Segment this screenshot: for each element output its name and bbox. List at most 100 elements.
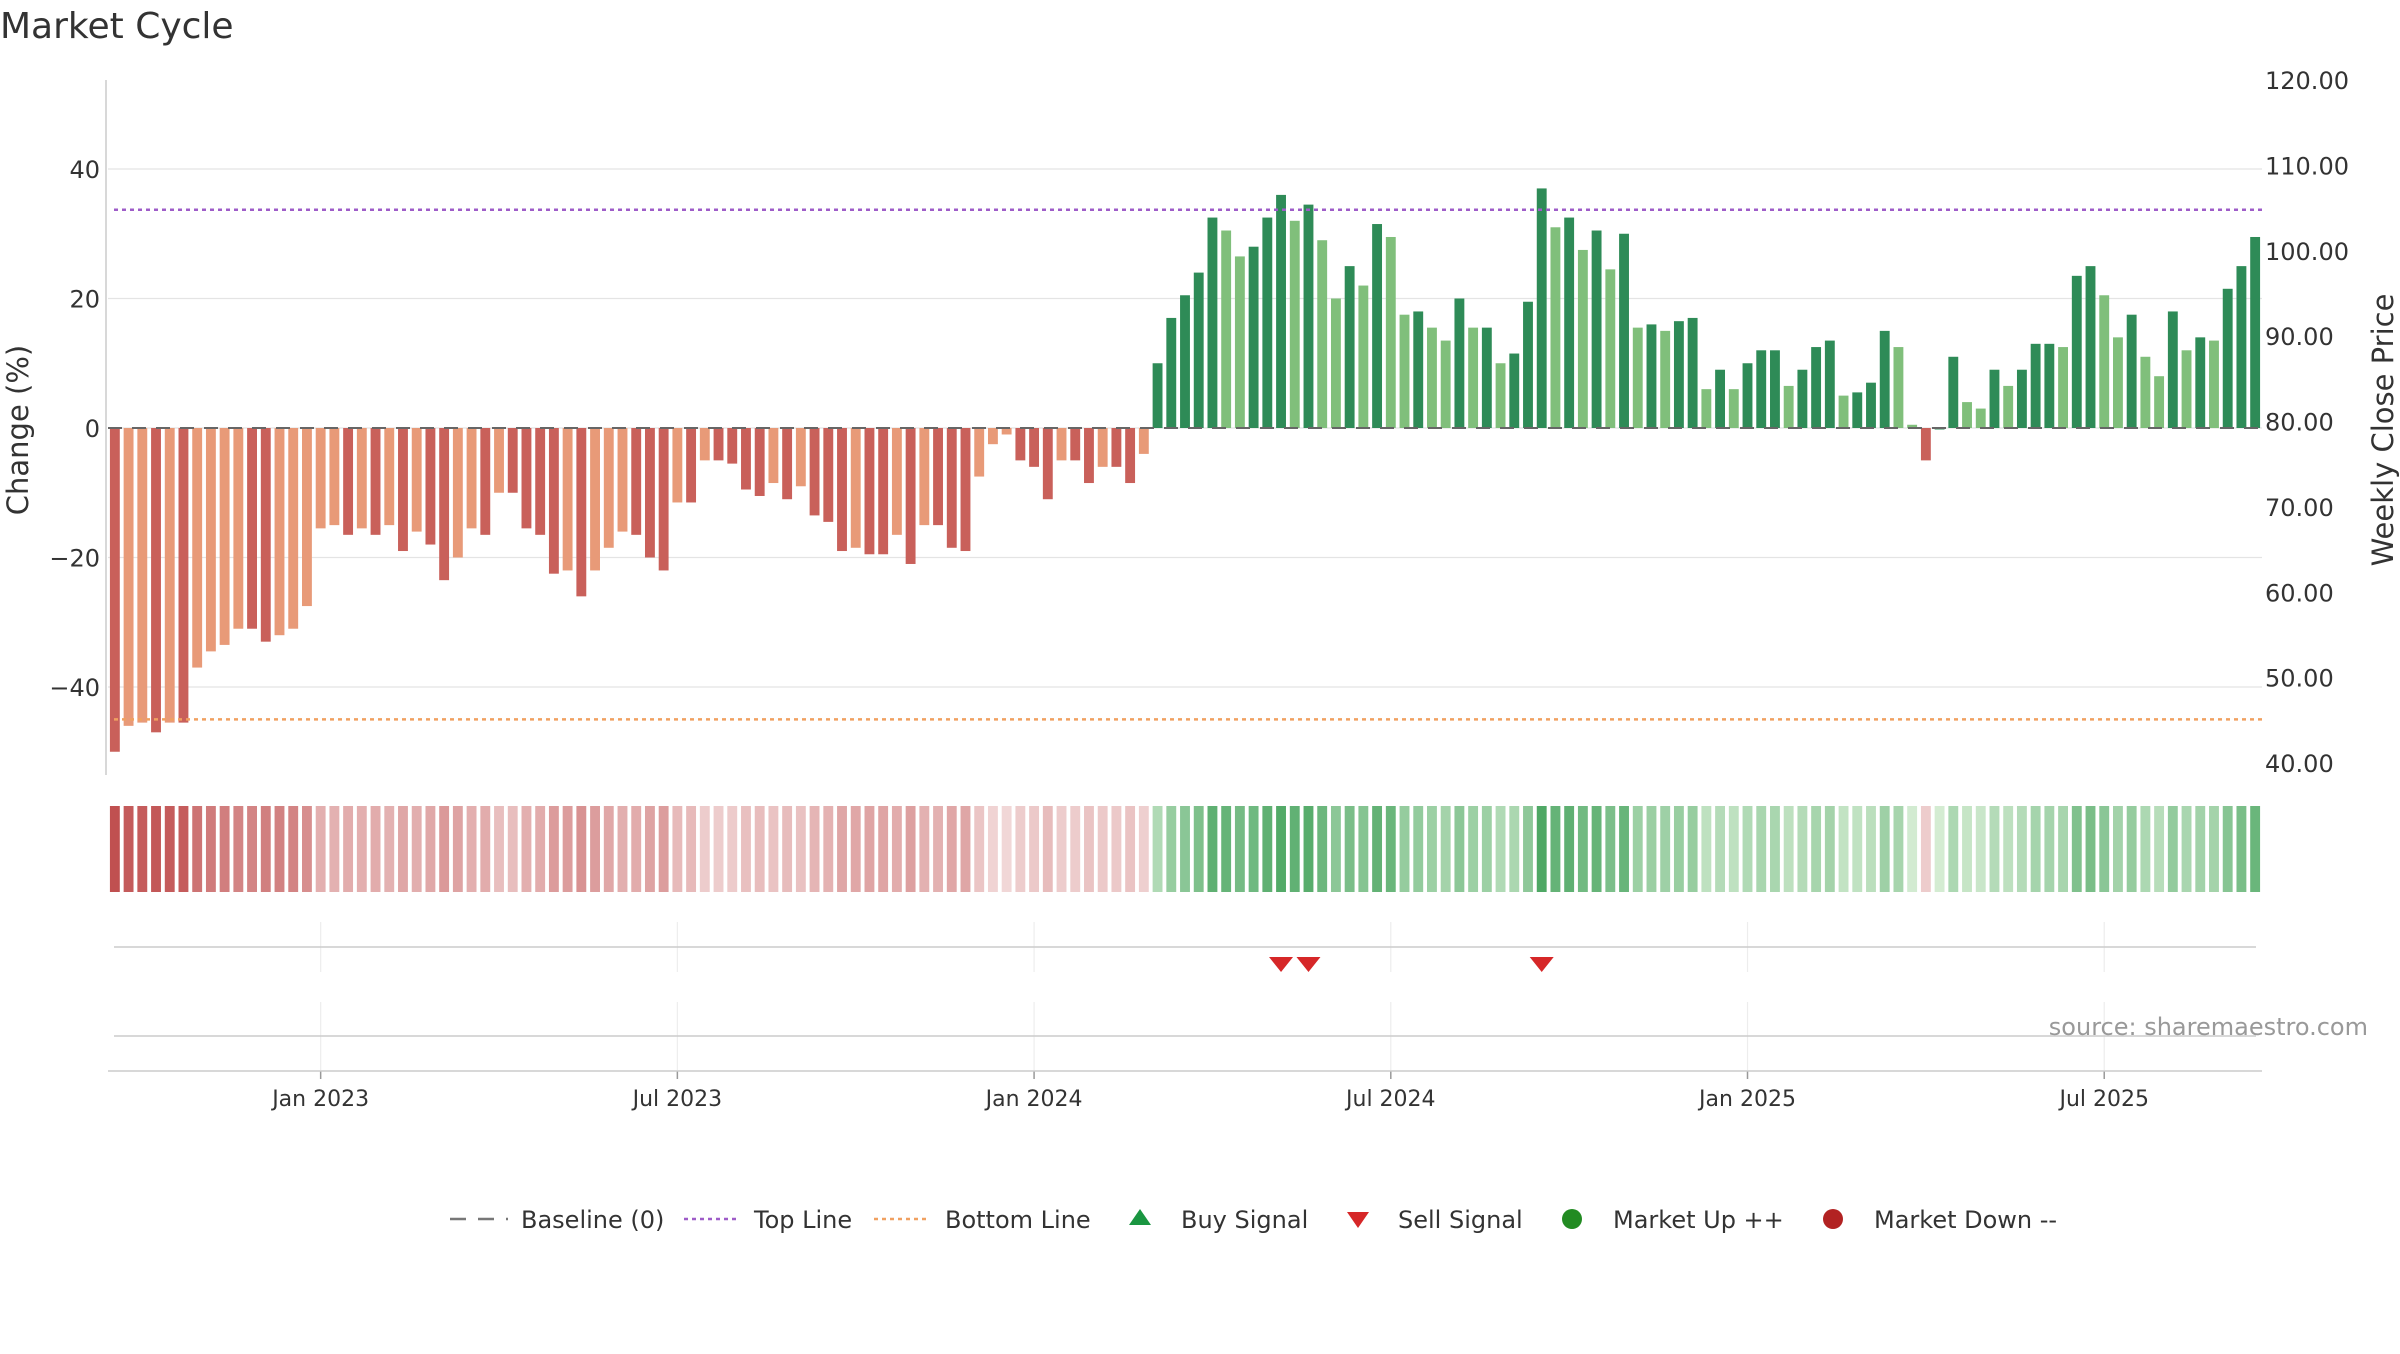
bar [1715, 369, 1726, 428]
bar [2126, 314, 2137, 428]
heat-cell [754, 806, 765, 892]
heat-cell [946, 806, 957, 892]
y-right-tick-label: 40.00 [2265, 750, 2334, 778]
heat-cell [713, 806, 724, 892]
bar [727, 428, 738, 464]
heat-cell [1262, 806, 1273, 892]
bar [1701, 389, 1712, 428]
bar [2058, 347, 2069, 428]
bar [768, 428, 779, 484]
bar [741, 428, 751, 490]
heat-cell [2085, 806, 2096, 892]
bar [1276, 194, 1286, 428]
bar [2113, 337, 2123, 428]
bar [1495, 363, 1506, 428]
bar [1056, 428, 1067, 461]
reference-lines [108, 208, 2262, 721]
legend-label: Buy Signal [1181, 1206, 1308, 1234]
heat-cell [1138, 806, 1149, 892]
legend-label: Bottom Line [945, 1206, 1091, 1234]
heat-cell [329, 806, 340, 892]
bar [1468, 327, 1479, 428]
bar [1427, 327, 1437, 428]
bar [686, 428, 697, 503]
bar [1824, 340, 1835, 428]
heat-cell [2030, 806, 2041, 892]
bar [1042, 428, 1053, 500]
bar [274, 428, 285, 636]
bar [562, 428, 573, 571]
bar [1084, 428, 1094, 484]
bar [1180, 295, 1190, 428]
bar [2167, 311, 2178, 428]
heat-cell [933, 806, 943, 892]
heat-cell [1481, 806, 1492, 892]
heat-cell [1070, 806, 1081, 892]
heat-cell [2099, 806, 2110, 892]
bar [1070, 428, 1081, 461]
heat-cell [974, 806, 985, 892]
heat-cell [260, 806, 271, 892]
bar [1221, 230, 1232, 428]
heat-cell [1152, 806, 1163, 892]
bar [823, 428, 834, 522]
bar [809, 428, 820, 516]
heat-cell [247, 806, 257, 892]
heat-cell [987, 806, 998, 892]
y-right-tick-label: 90.00 [2265, 323, 2334, 351]
sell-signal-marker [1296, 957, 1321, 972]
heat-cell [1166, 806, 1177, 892]
heat-cell [2167, 806, 2178, 892]
bar [411, 428, 422, 532]
bar [1536, 188, 1547, 428]
bar [1440, 340, 1451, 428]
heat-cell [562, 806, 573, 892]
bar [2044, 343, 2055, 428]
heat-cell [370, 806, 381, 892]
heat-cell [891, 806, 902, 892]
bar [2154, 376, 2165, 428]
heat-cell [1454, 806, 1465, 892]
bar [1811, 347, 1822, 428]
bar [1262, 217, 1273, 428]
heat-cell [1824, 806, 1835, 892]
y-left-tick-label: 0 [85, 415, 100, 443]
heat-cell [1372, 806, 1383, 892]
bar [1550, 227, 1561, 428]
heat-strip [109, 806, 2261, 892]
bar [1358, 285, 1369, 428]
heat-cell [535, 806, 546, 892]
heat-cell [1468, 806, 1479, 892]
heat-cell [2209, 806, 2219, 892]
heat-cell [1564, 806, 1575, 892]
bar [1605, 269, 1616, 428]
bar [535, 428, 546, 535]
heat-cell [2126, 806, 2137, 892]
y-left-tick-label: 20 [69, 286, 100, 314]
bar [1577, 249, 1588, 428]
bar [247, 428, 257, 629]
bar [1523, 301, 1533, 428]
bar [521, 428, 532, 529]
heat-cell [1193, 806, 1204, 892]
bar [713, 428, 724, 461]
date-tick-label: Jan 2025 [1697, 1087, 1796, 1112]
bar [164, 428, 175, 723]
heat-cell [603, 806, 614, 892]
heat-cell [1303, 806, 1314, 892]
y-left-tick-label: 40 [69, 156, 100, 184]
bar [548, 428, 559, 574]
bar [1591, 230, 1602, 428]
heat-cell [1673, 806, 1684, 892]
heat-cell [1756, 806, 1767, 892]
heat-cell [315, 806, 326, 892]
bar [795, 428, 806, 487]
bar [1660, 330, 1671, 428]
bar [658, 428, 669, 571]
heat-cell [727, 806, 738, 892]
y-left-tick-label: −20 [49, 545, 100, 573]
heat-cell [699, 806, 710, 892]
legend-label: Sell Signal [1398, 1206, 1523, 1234]
bar [1879, 330, 1890, 428]
heat-cell [1591, 806, 1602, 892]
